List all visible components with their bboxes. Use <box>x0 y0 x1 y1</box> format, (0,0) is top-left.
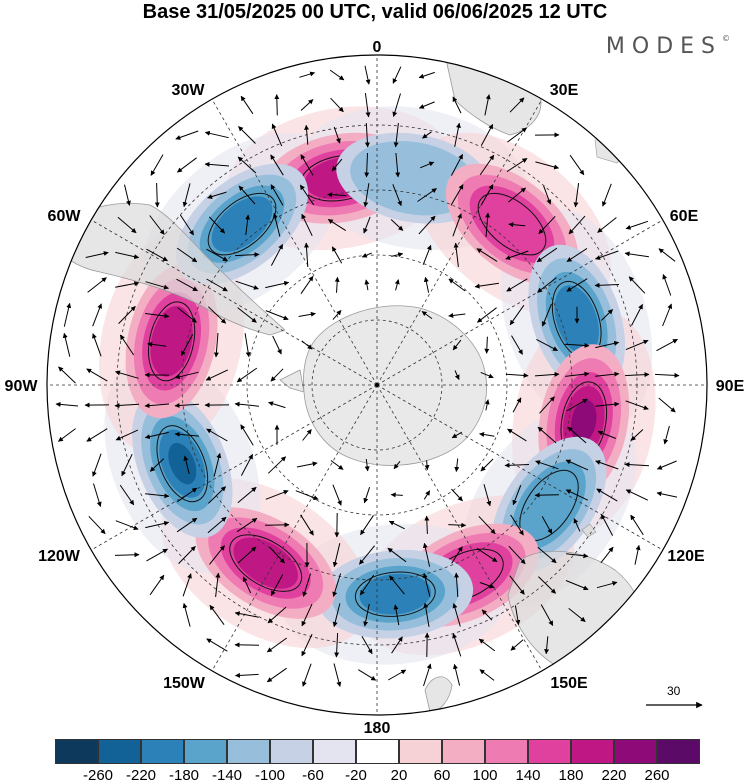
colorbar-swatch <box>399 739 442 764</box>
colorbar-tick-label: 140 <box>515 767 540 784</box>
colorbar-tick-label: 60 <box>434 767 451 784</box>
pole-marker <box>375 383 379 387</box>
reference-vector-label: 30 <box>667 684 680 698</box>
lon-label-0: 0 <box>373 39 382 56</box>
lon-label-60e: 60E <box>670 208 699 225</box>
lon-label-120w: 120W <box>38 548 81 565</box>
colorbar-swatch <box>98 739 141 764</box>
colorbar <box>55 739 700 764</box>
colorbar-tick-label: 20 <box>391 767 408 784</box>
wind-vector <box>535 495 559 496</box>
lon-label-180: 180 <box>364 720 391 735</box>
lon-label-150e: 150E <box>550 675 588 692</box>
colorbar-tick-label: -100 <box>255 767 285 784</box>
colorbar-tick-label: 100 <box>472 767 497 784</box>
colorbar-swatch <box>270 739 313 764</box>
colorbar-swatch <box>485 739 528 764</box>
colorbar-swatch <box>614 739 657 764</box>
lon-label-30e: 30E <box>550 82 579 99</box>
lon-label-90w: 90W <box>5 378 39 395</box>
lon-label-30w: 30W <box>172 82 206 99</box>
colorbar-tick-label: -60 <box>302 767 324 784</box>
colorbar-swatch <box>657 739 700 764</box>
colorbar-tick-label: -260 <box>83 767 113 784</box>
colorbar-tick-label: -20 <box>345 767 367 784</box>
colorbar-tick-label: -220 <box>126 767 156 784</box>
polar-map: 0 30E 60E 90E 120E 150E 180 150W 120W 90… <box>0 0 750 735</box>
colorbar-swatch <box>528 739 571 764</box>
colorbar-swatch <box>184 739 227 764</box>
lon-label-90e: 90E <box>716 378 745 395</box>
colorbar-swatch <box>55 739 98 764</box>
wind-vector <box>277 95 278 116</box>
colorbar-swatch <box>442 739 485 764</box>
colorbar-tick-label: 220 <box>601 767 626 784</box>
colorbar-tick-label: 180 <box>558 767 583 784</box>
colorbar-tick-label: -140 <box>212 767 242 784</box>
colorbar-swatch <box>356 739 399 764</box>
colorbar-swatch <box>141 739 184 764</box>
colorbar-swatch <box>227 739 270 764</box>
lon-label-150w: 150W <box>163 675 206 692</box>
lon-label-60w: 60W <box>48 208 82 225</box>
colorbar-tick-label: 260 <box>644 767 669 784</box>
colorbar-tick-label: -180 <box>169 767 199 784</box>
colorbar-swatch <box>313 739 356 764</box>
wind-vector <box>265 525 289 526</box>
lon-label-120e: 120E <box>667 548 705 565</box>
colorbar-swatch <box>571 739 614 764</box>
